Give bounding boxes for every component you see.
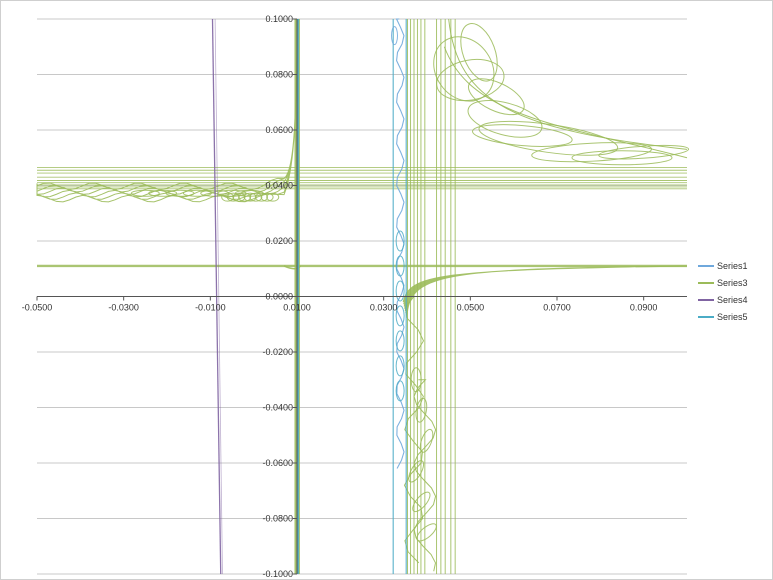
series3-line — [148, 189, 178, 197]
series3-line — [413, 379, 437, 572]
series3-line — [436, 58, 505, 102]
x-tick-labels: -0.0500 -0.0300 -0.0100 0.0100 0.0300 0.0500 0… — [22, 303, 658, 313]
series1-line — [391, 26, 398, 46]
legend-label: Series5 — [717, 312, 748, 322]
y-tick-label: -0.1000 — [262, 569, 293, 579]
series5-line — [395, 280, 405, 302]
x-tick-label: 0.0500 — [457, 303, 485, 313]
x-tick-label: -0.0100 — [195, 303, 226, 313]
y-tick-label: 0.0000 — [265, 292, 293, 302]
legend-label: Series1 — [717, 261, 748, 271]
x-tick-label: 0.0300 — [370, 303, 398, 313]
series3-line — [182, 189, 212, 197]
series5-line — [395, 380, 405, 402]
series3-line — [415, 397, 428, 423]
series3-line — [448, 18, 688, 150]
series3-line — [165, 189, 195, 197]
series3-line — [260, 192, 274, 202]
y-tick-labels: 0.1000 0.0800 0.0600 0.0400 0.0200 0.0000 -0.0… — [262, 14, 293, 579]
series3-line — [226, 192, 240, 202]
series3-line — [36, 18, 298, 203]
series3-line — [443, 46, 688, 159]
y-tick-label: 0.0200 — [265, 236, 293, 246]
series3-line — [571, 150, 673, 166]
series5-line — [395, 330, 405, 352]
series3-line — [408, 460, 425, 483]
series3-line — [412, 491, 431, 513]
legend-label: Series3 — [717, 278, 748, 288]
series3-line — [467, 100, 543, 138]
series5-line — [395, 305, 405, 327]
series3-line — [232, 192, 246, 202]
y-tick-label: -0.0200 — [262, 347, 293, 357]
series3-line — [402, 265, 688, 318]
series3-line — [266, 192, 280, 202]
y-tick-label: -0.0400 — [262, 403, 293, 413]
y-tick-label: 0.1000 — [265, 14, 293, 24]
series3-line — [238, 192, 252, 202]
y-tick-label: 0.0400 — [265, 181, 293, 191]
y-tick-label: 0.0600 — [265, 125, 293, 135]
series3-line — [130, 189, 160, 197]
axes — [36, 18, 687, 575]
series3-line — [416, 523, 437, 542]
series3-line — [410, 367, 422, 393]
x-tick-label: 0.0100 — [283, 303, 311, 313]
series3-line — [249, 192, 263, 202]
series3-line — [243, 192, 257, 202]
series5-line — [395, 255, 405, 277]
series3-line — [478, 120, 619, 156]
series3-line — [254, 192, 268, 202]
series3-line — [419, 428, 434, 453]
y-tick-label: 0.0800 — [265, 70, 293, 80]
y-tick-label: -0.0600 — [262, 458, 293, 468]
series5-line — [395, 355, 405, 377]
series3-line — [234, 189, 264, 197]
x-tick-label: 0.0700 — [543, 303, 571, 313]
x-tick-label: 0.0900 — [630, 303, 658, 313]
series3-line — [217, 189, 247, 197]
legend: Series1 Series3 Series4 Series5 — [698, 261, 748, 322]
series3-line — [598, 144, 690, 160]
series3-line — [221, 192, 235, 202]
y-tick-label: -0.0800 — [262, 514, 293, 524]
series1-line — [395, 18, 405, 469]
series5-line — [395, 230, 405, 252]
x-tick-label: -0.0300 — [108, 303, 139, 313]
series3-line — [472, 124, 573, 147]
legend-label: Series4 — [717, 295, 748, 305]
series3-line — [460, 23, 498, 82]
x-tick-label: -0.0500 — [22, 303, 53, 313]
